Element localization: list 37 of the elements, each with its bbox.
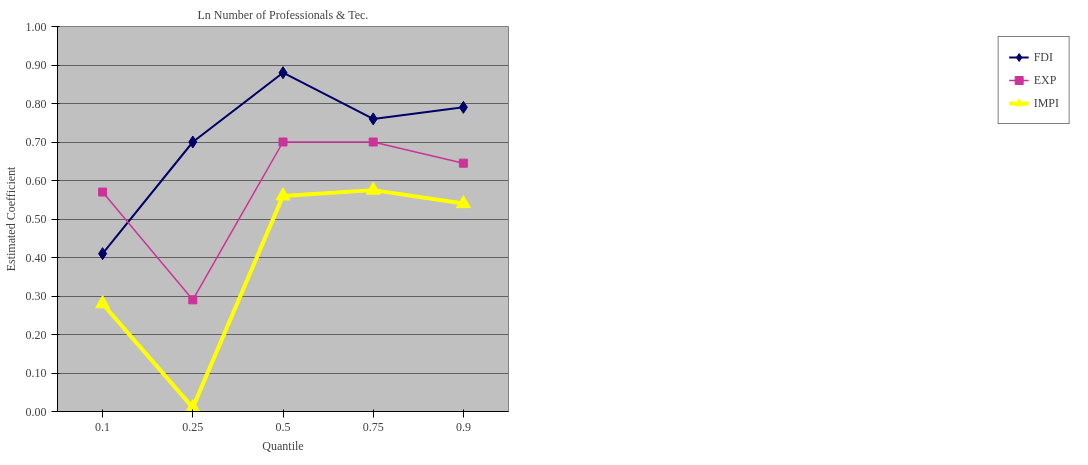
legend-label: FDI xyxy=(1033,49,1054,65)
y-tick-label: 1.00 xyxy=(25,19,47,34)
x-tick-label: 0.25 xyxy=(182,419,204,434)
point xyxy=(455,195,471,209)
legend-label: IMPI xyxy=(1033,95,1059,111)
y-tick-label: 0.80 xyxy=(25,96,47,111)
x-tick-label: 0.9 xyxy=(455,419,471,434)
point xyxy=(278,137,288,147)
point xyxy=(185,399,201,412)
x-tick-label: 0.75 xyxy=(362,419,384,434)
y-tick-label: 0.30 xyxy=(25,289,47,303)
point xyxy=(368,112,378,126)
point xyxy=(95,295,111,309)
point xyxy=(188,295,198,305)
y-tick-label: 0.40 xyxy=(25,250,47,265)
y-tick-label: 0.50 xyxy=(25,212,47,226)
y-tick-label: 0.20 xyxy=(25,327,47,342)
chart-title: Ln Number of Professionals & Tec. xyxy=(197,7,369,22)
legend-label: EXP xyxy=(1033,72,1057,88)
point xyxy=(275,187,291,201)
y-tick-label: 0.10 xyxy=(25,366,47,380)
point xyxy=(278,66,288,80)
point xyxy=(458,158,468,168)
y-axis-title: Estimated Coefficient xyxy=(3,165,18,272)
y-tick-label: 0.00 xyxy=(25,404,47,419)
x-axis-title: Quantile xyxy=(262,438,304,453)
point xyxy=(365,181,381,195)
point xyxy=(188,135,198,149)
point xyxy=(98,187,108,197)
point xyxy=(368,137,378,147)
y-tick-label: 0.90 xyxy=(25,58,47,72)
point xyxy=(98,247,108,261)
y-tick-label: 0.70 xyxy=(25,135,47,149)
point xyxy=(458,100,468,114)
x-tick-label: 0.1 xyxy=(95,419,111,434)
y-tick-label: 0.60 xyxy=(25,173,47,188)
x-tick-label: 0.5 xyxy=(275,419,291,434)
